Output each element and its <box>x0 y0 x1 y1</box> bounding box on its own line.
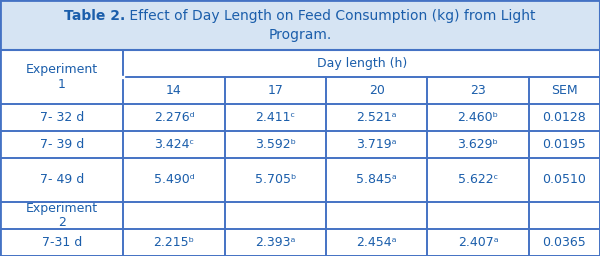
Text: 2.276ᵈ: 2.276ᵈ <box>154 111 194 124</box>
Text: Day length (h): Day length (h) <box>317 57 407 70</box>
Bar <box>427 104 529 131</box>
Text: 5.845ᵃ: 5.845ᵃ <box>356 174 397 186</box>
Bar <box>124 50 600 77</box>
Text: Effect of Day Length on Feed Consumption (kg) from Light: Effect of Day Length on Feed Consumption… <box>125 9 536 23</box>
Bar <box>224 229 326 256</box>
Bar <box>224 131 326 158</box>
Text: 2.460ᵇ: 2.460ᵇ <box>458 111 499 124</box>
Bar <box>427 158 529 202</box>
Bar <box>427 229 529 256</box>
Bar <box>124 202 224 229</box>
Text: 5.622ᶜ: 5.622ᶜ <box>458 174 498 186</box>
Text: 3.719ᵃ: 3.719ᵃ <box>356 138 397 151</box>
Text: 7- 39 d: 7- 39 d <box>40 138 84 151</box>
Bar <box>0 50 124 77</box>
Bar <box>326 229 427 256</box>
Bar <box>224 104 326 131</box>
Text: 7- 32 d: 7- 32 d <box>40 111 84 124</box>
Text: 0.0365: 0.0365 <box>542 236 586 249</box>
Bar <box>124 104 224 131</box>
Bar <box>224 202 326 229</box>
Text: 7- 49 d: 7- 49 d <box>40 174 84 186</box>
Bar <box>529 229 600 256</box>
Bar <box>124 77 224 104</box>
Bar <box>529 77 600 104</box>
Text: 17: 17 <box>268 84 283 97</box>
Bar <box>0 202 124 229</box>
Text: Table 2.: Table 2. <box>64 9 125 23</box>
Text: 2.215ᵇ: 2.215ᵇ <box>154 236 194 249</box>
Text: Experiment
1: Experiment 1 <box>26 63 98 91</box>
Text: Experiment
2: Experiment 2 <box>26 201 98 229</box>
Text: 2.393ᵃ: 2.393ᵃ <box>255 236 296 249</box>
Bar <box>427 77 529 104</box>
Text: 5.490ᵈ: 5.490ᵈ <box>154 174 194 186</box>
Text: 2.521ᵃ: 2.521ᵃ <box>356 111 397 124</box>
Bar <box>326 158 427 202</box>
Bar <box>326 77 427 104</box>
Text: 3.424ᶜ: 3.424ᶜ <box>154 138 194 151</box>
Text: 20: 20 <box>369 84 385 97</box>
Bar <box>529 202 600 229</box>
Text: 2.454ᵃ: 2.454ᵃ <box>356 236 397 249</box>
Bar <box>0 158 124 202</box>
Text: 0.0195: 0.0195 <box>542 138 586 151</box>
Bar <box>124 131 224 158</box>
Text: 7-31 d: 7-31 d <box>41 236 82 249</box>
Bar <box>0 77 124 104</box>
Bar <box>529 158 600 202</box>
Bar <box>0 131 124 158</box>
Text: 5.705ᵇ: 5.705ᵇ <box>254 174 296 186</box>
Bar <box>0 104 124 131</box>
Text: 0.0510: 0.0510 <box>542 174 586 186</box>
Bar <box>326 202 427 229</box>
Text: 2.411ᶜ: 2.411ᶜ <box>255 111 295 124</box>
Text: 3.592ᵇ: 3.592ᵇ <box>255 138 296 151</box>
Bar <box>0 229 124 256</box>
Text: 2.407ᵃ: 2.407ᵃ <box>458 236 499 249</box>
Bar <box>326 131 427 158</box>
Text: 0.0128: 0.0128 <box>542 111 586 124</box>
Bar <box>529 131 600 158</box>
Bar <box>124 158 224 202</box>
Bar <box>0 0 600 50</box>
Bar <box>124 229 224 256</box>
Bar <box>427 131 529 158</box>
Bar <box>224 158 326 202</box>
Text: 3.629ᵇ: 3.629ᵇ <box>458 138 499 151</box>
Bar <box>326 104 427 131</box>
Text: SEM: SEM <box>551 84 578 97</box>
Bar <box>427 202 529 229</box>
Text: 14: 14 <box>166 84 182 97</box>
Bar <box>224 77 326 104</box>
Bar <box>529 104 600 131</box>
Text: 23: 23 <box>470 84 486 97</box>
Text: Program.: Program. <box>268 28 332 42</box>
